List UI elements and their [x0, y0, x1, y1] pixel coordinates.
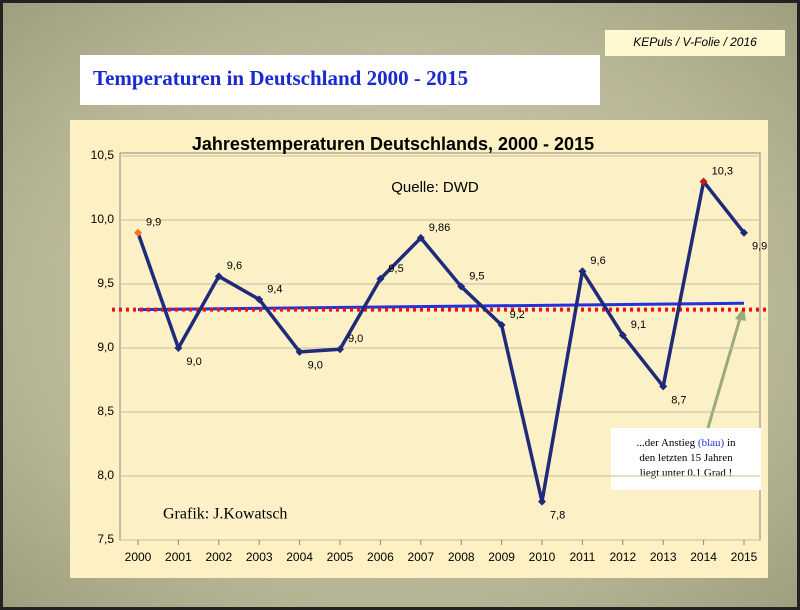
annotation-box — [611, 428, 761, 490]
x-tick-label: 2007 — [407, 550, 434, 564]
value-label: 9,4 — [267, 283, 282, 295]
y-tick-label: 10,0 — [91, 212, 115, 226]
value-label: 10,3 — [712, 166, 733, 178]
x-tick-label: 2006 — [367, 550, 394, 564]
y-tick-label: 10,5 — [91, 148, 115, 162]
value-label: 9,9 — [752, 241, 767, 253]
value-label: 9,6 — [227, 260, 242, 272]
value-label: 9,5 — [469, 270, 484, 282]
marker — [134, 228, 142, 237]
x-tick-label: 2012 — [609, 550, 636, 564]
marker — [255, 295, 264, 304]
marker — [174, 344, 183, 352]
marker — [538, 497, 546, 506]
value-label: 9,0 — [186, 356, 201, 368]
title-box — [80, 55, 600, 105]
value-label: 9,2 — [510, 309, 525, 321]
annotation-line: den letzten 15 Jahren — [639, 452, 733, 464]
x-tick-label: 2003 — [246, 550, 273, 564]
value-label: 9,6 — [590, 255, 605, 267]
tag-box — [605, 30, 785, 56]
x-tick-label: 2010 — [529, 550, 556, 564]
marker — [295, 347, 304, 356]
x-tick-label: 2005 — [327, 550, 354, 564]
x-tick-label: 2008 — [448, 550, 475, 564]
y-tick-label: 7,5 — [97, 532, 114, 546]
slide-title: Temperaturen in Deutschland 2000 - 2015 — [93, 66, 468, 90]
x-tick-label: 2000 — [125, 550, 152, 564]
marker — [336, 345, 344, 354]
chart: KEPuls / V-Folie / 2016 Temperaturen in … — [70, 30, 785, 578]
value-label: 9,86 — [429, 222, 450, 234]
series-line — [136, 179, 746, 504]
marker — [416, 233, 425, 242]
marker — [578, 267, 587, 276]
x-tick-label: 2002 — [205, 550, 232, 564]
value-label: 9,9 — [146, 217, 161, 229]
value-label: 9,1 — [631, 319, 646, 331]
annotation-text: liegt unter 0.1 Grad ! — [640, 467, 733, 479]
credit: Grafik: J.Kowatsch — [163, 506, 287, 523]
y-tick-label: 8,5 — [97, 404, 114, 418]
annotation-line: ...der Anstieg (blau) in — [637, 437, 736, 449]
annotation-text: in — [724, 437, 736, 449]
annotation-line: liegt unter 0.1 Grad ! — [640, 467, 733, 479]
marker — [659, 382, 668, 391]
value-label: 9,0 — [308, 360, 323, 372]
value-label: 9,5 — [388, 263, 403, 275]
y-tick-label: 9,0 — [97, 340, 114, 354]
value-label: 9,0 — [348, 333, 363, 345]
source: Quelle: DWD — [391, 179, 479, 196]
x-tick-label: 2004 — [286, 550, 313, 564]
x-tick-label: 2013 — [650, 550, 677, 564]
marker — [740, 228, 748, 237]
chart-title: Jahrestemperaturen Deutschlands, 2000 - … — [192, 134, 594, 154]
y-tick-label: 9,5 — [97, 276, 114, 290]
marker — [214, 272, 223, 281]
marker — [376, 274, 385, 283]
x-tick-label: 2015 — [731, 550, 758, 564]
marker — [618, 331, 627, 340]
x-tick-label: 2014 — [690, 550, 717, 564]
arrow — [706, 314, 743, 429]
value-label: 7,8 — [550, 510, 565, 522]
value-label: 8,7 — [671, 394, 686, 406]
y-tick-label: 8,0 — [97, 468, 114, 482]
marker — [457, 282, 466, 291]
annotation-text: (blau) — [698, 437, 725, 449]
annotation-text: den letzten 15 Jahren — [639, 452, 733, 464]
x-tick-label: 2011 — [569, 550, 595, 564]
x-tick-label: 2009 — [488, 550, 515, 564]
marker — [699, 177, 708, 186]
x-tick-label: 2001 — [165, 550, 192, 564]
marker — [497, 320, 506, 329]
tag: KEPuls / V-Folie / 2016 — [633, 35, 757, 49]
annotation-text: ...der Anstieg — [637, 437, 698, 449]
